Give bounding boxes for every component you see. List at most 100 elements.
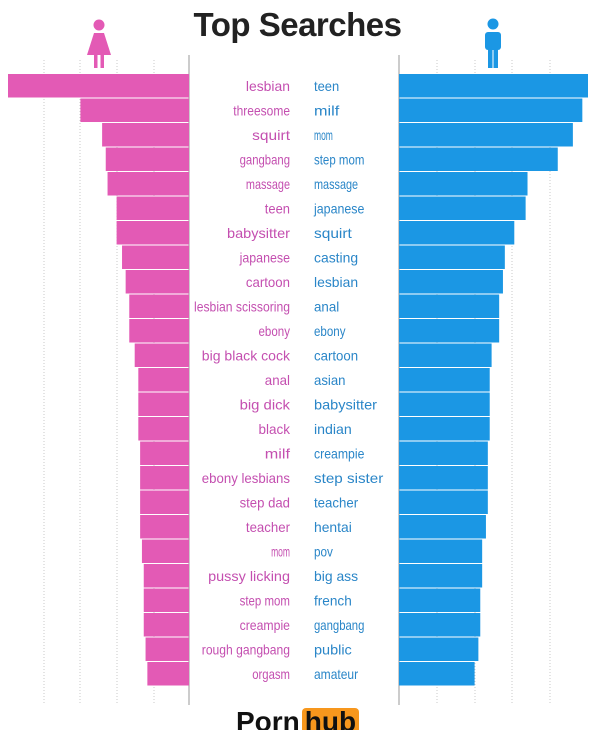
brand-logo-badge: hub: [301, 708, 360, 730]
female-label-18: step dad: [240, 495, 290, 511]
male-label-22: french: [314, 593, 352, 609]
female-bar-8: [122, 245, 189, 269]
female-label-3: squirt: [252, 127, 290, 143]
female-bar-15: [138, 417, 189, 441]
male-label-23: gangbang: [314, 617, 364, 633]
female-bar-12: [134, 343, 189, 367]
male-bar-16: [399, 441, 488, 465]
female-label-6: teen: [265, 201, 290, 217]
female-bar-13: [138, 368, 189, 392]
male-icon: [485, 18, 501, 68]
female-bar-4: [105, 147, 189, 171]
female-icon-leg-right: [100, 55, 104, 68]
female-label-4: gangbang: [240, 152, 290, 168]
female-label-9: cartoon: [246, 274, 290, 290]
female-icon-leg-left: [94, 55, 98, 68]
female-label-11: ebony: [259, 323, 291, 339]
male-icon-torso: [485, 32, 501, 50]
female-label-14: big dick: [240, 397, 291, 413]
female-bar-5: [107, 172, 189, 196]
male-bar-17: [399, 466, 488, 490]
male-label-18: teacher: [314, 495, 358, 511]
female-bar-16: [140, 441, 189, 465]
male-bar-19: [399, 515, 486, 539]
male-icon-leg-left: [488, 48, 493, 68]
male-label-4: step mom: [314, 152, 364, 168]
male-bar-3: [399, 123, 573, 147]
male-bar-13: [399, 368, 490, 392]
female-bar-22: [143, 588, 189, 612]
female-bar-1: [8, 74, 189, 98]
female-bar-14: [138, 392, 189, 416]
female-icon: [87, 19, 111, 68]
female-label-20: mom: [271, 544, 290, 560]
male-bar-18: [399, 490, 488, 514]
male-label-10: anal: [314, 299, 339, 315]
female-label-5: massage: [246, 176, 290, 192]
female-labels: lesbian threesome squirt gangbang massage tee…: [194, 78, 291, 682]
male-label-13: asian: [314, 372, 346, 388]
male-label-9: lesbian: [314, 274, 358, 290]
male-bar-14: [399, 392, 490, 416]
female-icon-head: [93, 19, 105, 31]
male-bar-21: [399, 564, 483, 588]
female-label-12: big black cock: [202, 348, 291, 364]
male-label-20: pov: [314, 544, 333, 560]
male-label-6: japanese: [313, 201, 364, 217]
female-bar-25: [147, 662, 189, 686]
female-label-19: teacher: [246, 519, 290, 535]
male-label-14: babysitter: [314, 397, 377, 413]
male-label-24: public: [314, 642, 352, 658]
male-bar-10: [399, 294, 500, 318]
brand-logo: Porn hub: [0, 708, 595, 730]
male-label-5: massage: [314, 176, 358, 192]
male-bar-2: [399, 98, 583, 122]
male-bars: [399, 74, 588, 686]
female-label-2: threesome: [233, 103, 290, 119]
male-label-8: casting: [314, 250, 358, 266]
female-label-22: step mom: [240, 593, 290, 609]
male-bar-24: [399, 637, 479, 661]
male-bar-20: [399, 539, 483, 563]
female-label-21: pussy licking: [208, 568, 290, 584]
female-bar-7: [116, 221, 189, 245]
male-bar-4: [399, 147, 558, 171]
male-label-1: teen: [314, 78, 339, 94]
female-bar-3: [102, 123, 189, 147]
female-bar-17: [140, 466, 189, 490]
male-bar-22: [399, 588, 481, 612]
female-label-8: japanese: [239, 250, 290, 266]
female-label-17: ebony lesbians: [202, 470, 290, 486]
male-label-17: step sister: [314, 470, 384, 486]
female-bar-2: [80, 98, 189, 122]
male-label-2: milf: [314, 103, 339, 119]
axis-lines: [188, 55, 400, 705]
female-label-13: anal: [265, 372, 290, 388]
female-label-16: milf: [265, 446, 290, 462]
male-labels: teen milf mom step mom massage japanese squirt…: [313, 78, 384, 682]
male-bar-8: [399, 245, 505, 269]
male-bar-15: [399, 417, 490, 441]
female-bar-11: [129, 319, 189, 343]
female-label-24: rough gangbang: [202, 642, 290, 658]
male-label-16: creampie: [314, 446, 365, 462]
male-bar-23: [399, 613, 481, 637]
female-bar-9: [125, 270, 189, 294]
female-label-7: babysitter: [227, 225, 290, 241]
male-label-7: squirt: [314, 225, 352, 241]
female-label-10: lesbian scissoring: [194, 299, 290, 315]
female-label-23: creampie: [240, 617, 291, 633]
female-bar-18: [140, 490, 189, 514]
male-bar-7: [399, 221, 515, 245]
male-label-19: hentai: [314, 519, 352, 535]
male-bar-12: [399, 343, 492, 367]
female-bars: [8, 74, 189, 686]
female-bar-10: [129, 294, 189, 318]
male-bar-6: [399, 196, 526, 220]
male-label-21: big ass: [314, 568, 358, 584]
female-bar-20: [141, 539, 189, 563]
male-bar-11: [399, 319, 500, 343]
male-label-11: ebony: [314, 323, 346, 339]
male-bar-9: [399, 270, 503, 294]
